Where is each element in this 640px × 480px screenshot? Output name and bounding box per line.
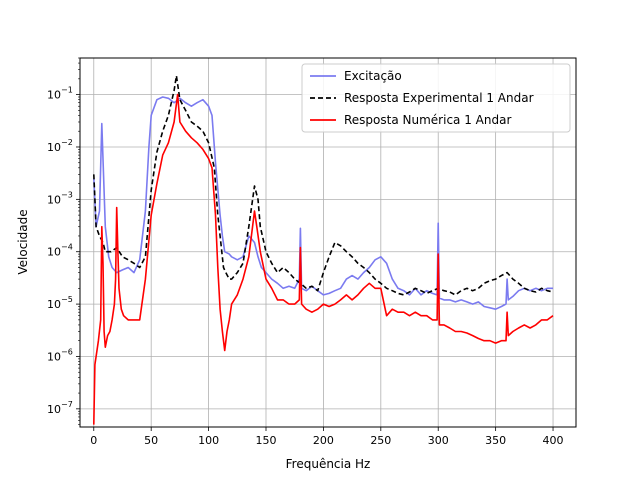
y-tick-exponent: −4	[61, 243, 73, 252]
x-tick-label: 0	[90, 434, 97, 447]
series-layer	[93, 74, 554, 425]
legend-label: Resposta Experimental 1 Andar	[344, 91, 534, 105]
x-axis-label: Frequência Hz	[286, 457, 371, 471]
y-tick-label: 10	[47, 89, 61, 102]
y-tick-label: 10	[47, 350, 61, 363]
y-tick-label: 10	[47, 141, 61, 154]
y-tick-exponent: −5	[61, 295, 73, 304]
x-tick-label: 300	[428, 434, 449, 447]
x-tick-label: 150	[256, 434, 277, 447]
legend-label: Resposta Numérica 1 Andar	[344, 113, 511, 127]
legend-box	[301, 63, 571, 133]
series-line-1	[93, 96, 553, 311]
x-tick-label: 200	[313, 434, 334, 447]
y-tick-exponent: −2	[61, 138, 73, 147]
x-axis-ticks: 0 50 100 150 200 250 300 350 400	[90, 427, 564, 447]
y-tick-label: 10	[47, 298, 61, 311]
x-tick-label: 350	[485, 434, 506, 447]
y-tick-label: 10	[47, 403, 61, 416]
y-tick-label: 10	[47, 193, 61, 206]
series-line-3	[93, 93, 554, 425]
legend-label: Excitação	[344, 69, 402, 83]
y-tick-label: 10	[47, 246, 61, 259]
y-tick-exponent: −3	[61, 190, 73, 199]
y-axis-label: Velocidade	[16, 209, 30, 274]
x-tick-label: 250	[370, 434, 391, 447]
series-line-2	[93, 74, 554, 296]
y-tick-exponent: −1	[61, 86, 73, 95]
y-tick-exponent: −6	[61, 347, 73, 356]
x-tick-label: 100	[198, 434, 219, 447]
y-axis-ticks: 10−710−610−510−410−310−210−1	[47, 57, 80, 425]
x-tick-label: 400	[543, 434, 564, 447]
x-tick-label: 50	[144, 434, 158, 447]
y-tick-exponent: −7	[61, 400, 73, 409]
legend: Excitação Resposta Experimental 1 Andar Re…	[301, 63, 571, 133]
plot-frame	[79, 57, 577, 428]
